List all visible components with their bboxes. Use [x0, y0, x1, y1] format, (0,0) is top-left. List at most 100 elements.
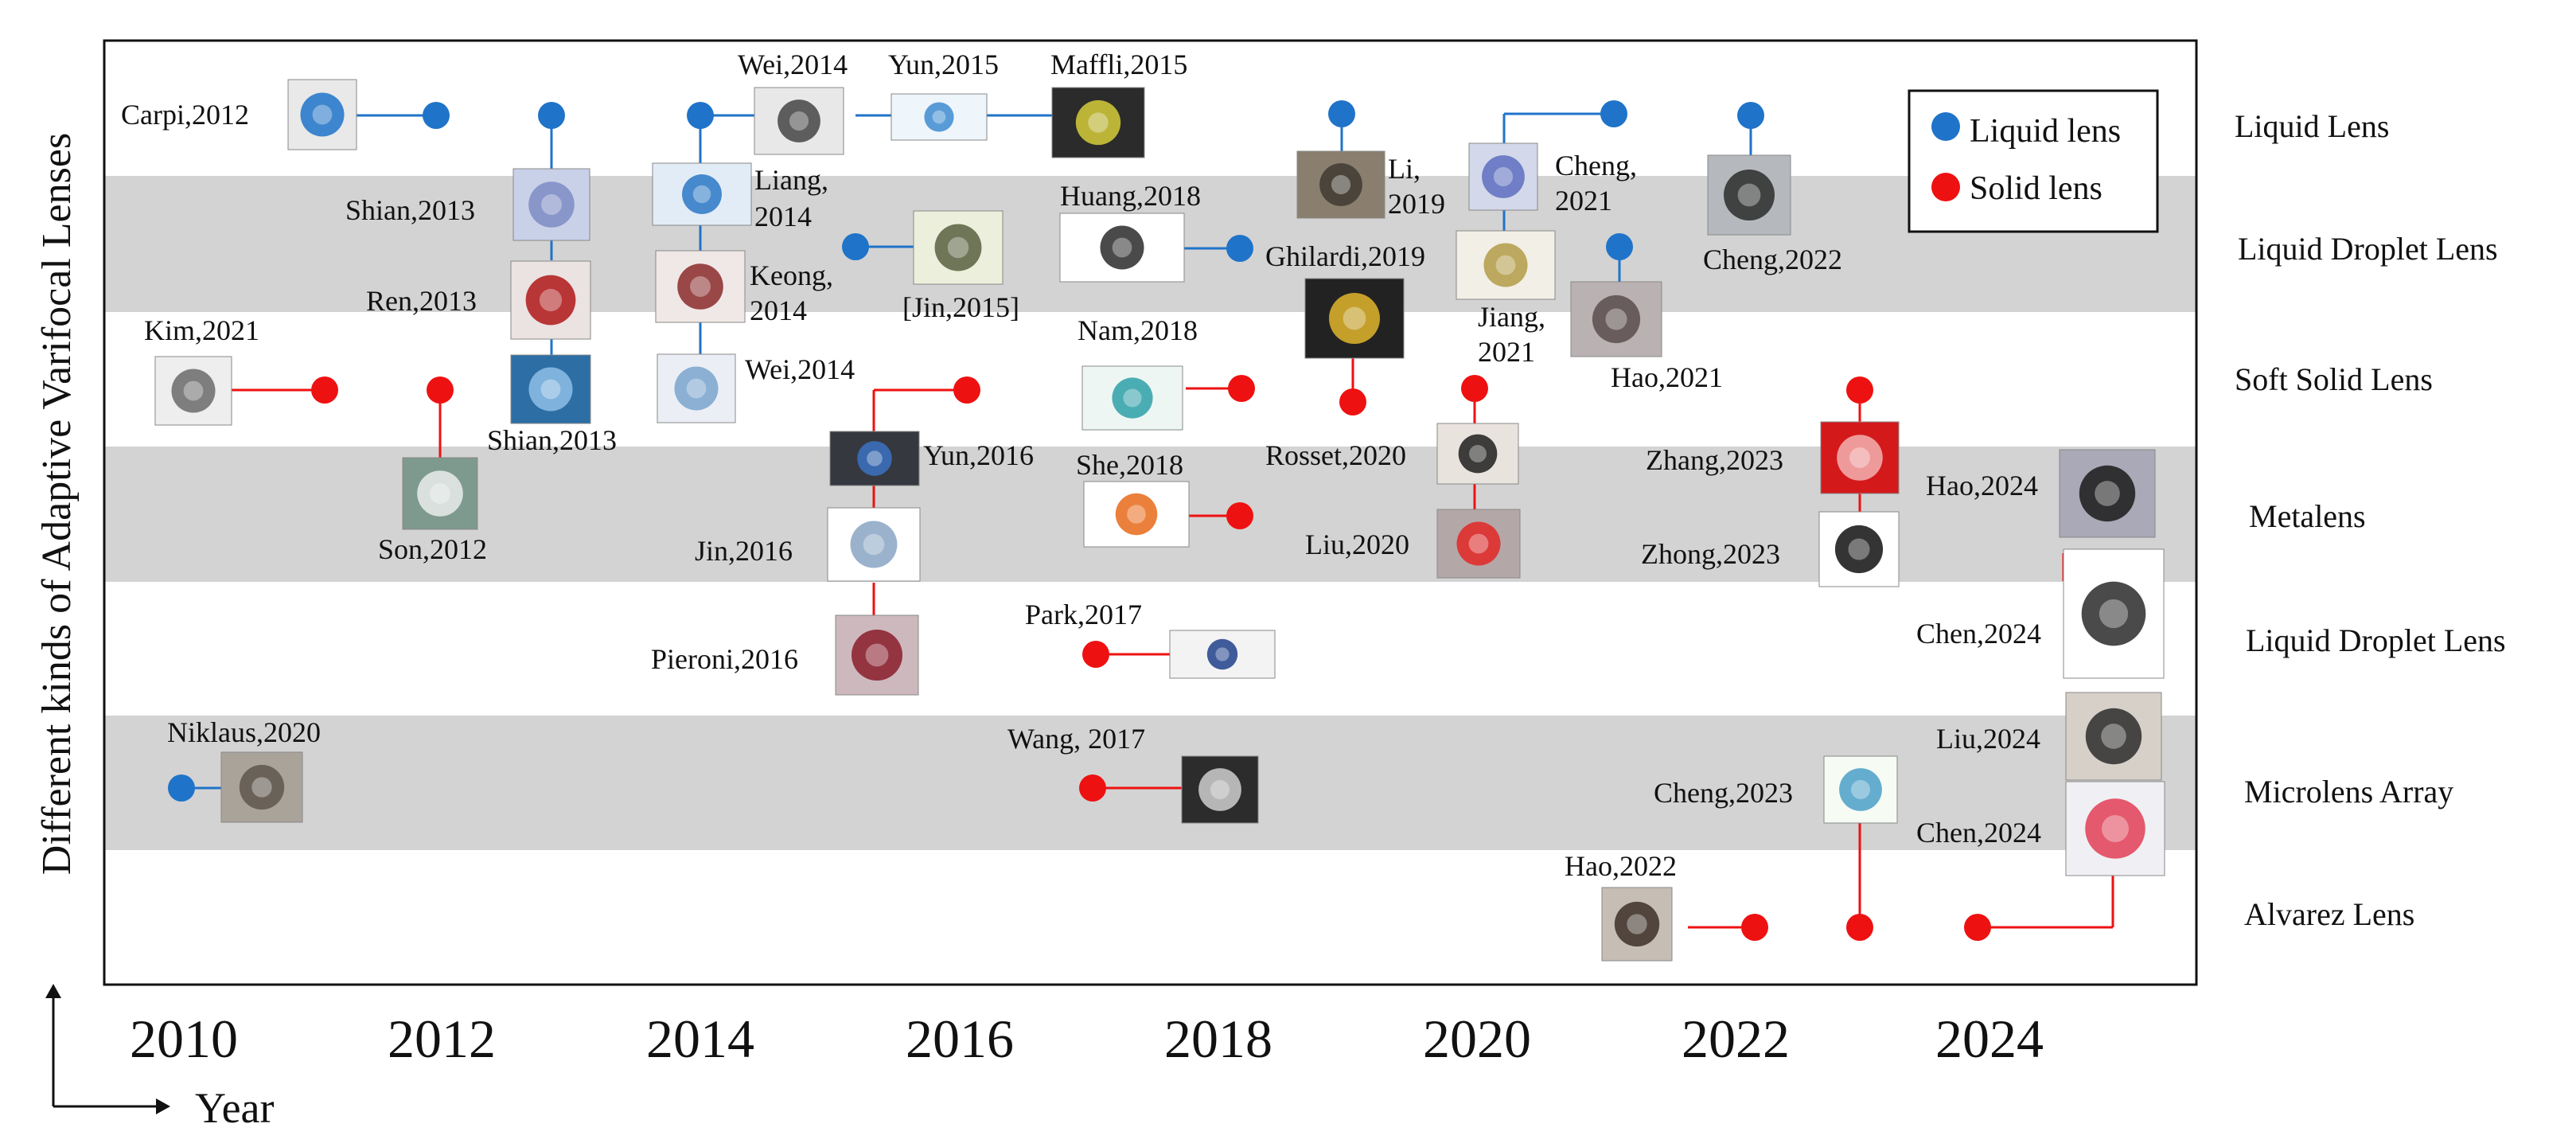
- category-label: Metalens: [2249, 498, 2366, 534]
- year-axis: 2010 2012 2014 2016 2018 2020 2022 2024: [130, 1009, 2044, 1069]
- lens-photo-thumbnail: [1081, 365, 1183, 431]
- entry-label: Liu,2024: [1936, 723, 2040, 755]
- lens-photo-thumbnail: [402, 457, 478, 530]
- entry-label: Wei,2014: [738, 49, 848, 80]
- lens-highlight: [1493, 166, 1514, 187]
- lens-highlight: [692, 185, 711, 204]
- year-tick-label: 2010: [130, 1009, 238, 1069]
- year-tick-label: 2018: [1164, 1009, 1272, 1069]
- solid-lens-dot: [1339, 388, 1366, 415]
- lens-shape: [528, 181, 575, 228]
- plot-frame: [103, 39, 2198, 986]
- lens-highlight: [539, 288, 563, 312]
- lens-highlight: [540, 379, 561, 400]
- entry-label: Park,2017: [1025, 599, 1142, 630]
- lens-highlight: [690, 276, 711, 297]
- entry-label: Carpi,2012: [121, 99, 249, 131]
- lens-shape: [1206, 638, 1238, 670]
- lens-highlight: [1605, 308, 1627, 330]
- arrow-up-icon: [45, 984, 61, 998]
- lens-highlight: [865, 643, 889, 667]
- thumbnail-frame: [890, 93, 988, 141]
- liquid-lens-dot: [1226, 235, 1253, 262]
- lens-photo-thumbnail: [652, 162, 752, 226]
- entry-label: Hao,2022: [1565, 850, 1677, 882]
- entry-label: Zhong,2023: [1641, 538, 1780, 570]
- entry-label: Jin,2016: [695, 535, 793, 567]
- lens-photo-thumbnail: [2063, 548, 2165, 679]
- category-label: Alvarez Lens: [2244, 896, 2414, 932]
- lens-shape: [2085, 798, 2145, 859]
- lens-photo-thumbnail: [510, 354, 591, 424]
- lens-highlight: [2095, 481, 2120, 506]
- lens-photo-thumbnail: [657, 353, 736, 423]
- entry-label: Chen,2024: [1916, 618, 2041, 650]
- entry-label: Wei,2014: [745, 353, 855, 385]
- lens-photo-thumbnail: [1601, 887, 1673, 962]
- lens-photo-thumbnail: [1436, 423, 1519, 485]
- lens-shape: [1724, 170, 1775, 220]
- lens-photo-thumbnail: [827, 507, 921, 582]
- lens-shape: [1319, 163, 1362, 206]
- year-tick-label: 2022: [1682, 1009, 1790, 1069]
- liquid-lens-dot: [423, 102, 450, 129]
- solid-lens-dot: [1741, 914, 1768, 941]
- lens-shape: [1115, 493, 1158, 536]
- lens-shape: [1482, 155, 1525, 198]
- lens-shape: [1456, 521, 1501, 566]
- entry-label-layer: Carpi,2012 Shian,2013 Ren,2013 Shian,2013 We…: [121, 49, 2041, 882]
- lens-photo-thumbnail: [655, 250, 746, 323]
- entry-label: Cheng,2023: [1654, 777, 1793, 809]
- solid-lens-dot: [1461, 375, 1488, 402]
- lens-highlight: [430, 483, 450, 504]
- lens-shape: [1839, 768, 1882, 811]
- liquid-lens-dot: [1600, 100, 1627, 127]
- entry-label: Liang,: [754, 164, 828, 196]
- lens-photo-thumbnail: [1570, 281, 1662, 357]
- axis-arrows: [45, 984, 170, 1114]
- arrow-right-icon: [156, 1098, 170, 1114]
- lens-photo-thumbnail: [890, 93, 988, 141]
- solid-lens-dot: [427, 376, 454, 404]
- legend-liquid-label: Liquid lens: [1970, 113, 2121, 150]
- lens-highlight: [1627, 914, 1647, 934]
- entry-label: Zhang,2023: [1646, 444, 1783, 476]
- lens-photo-thumbnail: [512, 168, 590, 241]
- dot-layer: [168, 100, 1991, 941]
- liquid-lens-dot: [538, 102, 565, 129]
- lens-shape: [171, 369, 216, 413]
- entry-label: Shian,2013: [345, 194, 475, 226]
- category-label: Microlens Array: [2244, 774, 2453, 810]
- year-tick-label: 2014: [646, 1009, 754, 1069]
- lens-photo-thumbnail: [2065, 692, 2162, 781]
- lens-shape: [682, 174, 722, 214]
- lens-highlight: [1850, 779, 1871, 800]
- lens-shape: [1614, 901, 1660, 947]
- liquid-lens-dot: [168, 774, 195, 802]
- lens-shape: [674, 366, 719, 411]
- lens-highlight: [1848, 538, 1870, 560]
- entry-label: Jiang,: [1478, 301, 1545, 333]
- year-tick-label: 2024: [1935, 1009, 2044, 1069]
- lens-photo-thumbnail: [1296, 150, 1385, 219]
- entry-label: Niklaus,2020: [167, 716, 321, 748]
- solid-lens-dot: [1226, 502, 1253, 529]
- lens-shape: [852, 630, 902, 681]
- lens-shape: [417, 470, 463, 517]
- lens-photo-thumbnail: [913, 210, 1004, 285]
- lens-shape: [934, 224, 982, 271]
- category-labels: Liquid Lens Liquid Droplet Lens Soft Sol…: [2235, 108, 2506, 932]
- lens-shape: [1075, 99, 1121, 146]
- lens-shape: [1100, 225, 1144, 270]
- entry-label: Son,2012: [378, 533, 487, 565]
- lens-photo-thumbnail: [1059, 213, 1185, 283]
- year-tick-label: 2020: [1423, 1009, 1531, 1069]
- lens-shape: [850, 521, 898, 568]
- legend-box: [1908, 89, 2159, 233]
- lens-highlight: [789, 111, 809, 131]
- lens-highlight: [2099, 599, 2129, 629]
- lens-highlight: [1331, 174, 1351, 195]
- lens-photo-thumbnail: [1456, 230, 1556, 300]
- lens-shape: [777, 99, 820, 142]
- lens-highlight: [1123, 388, 1142, 408]
